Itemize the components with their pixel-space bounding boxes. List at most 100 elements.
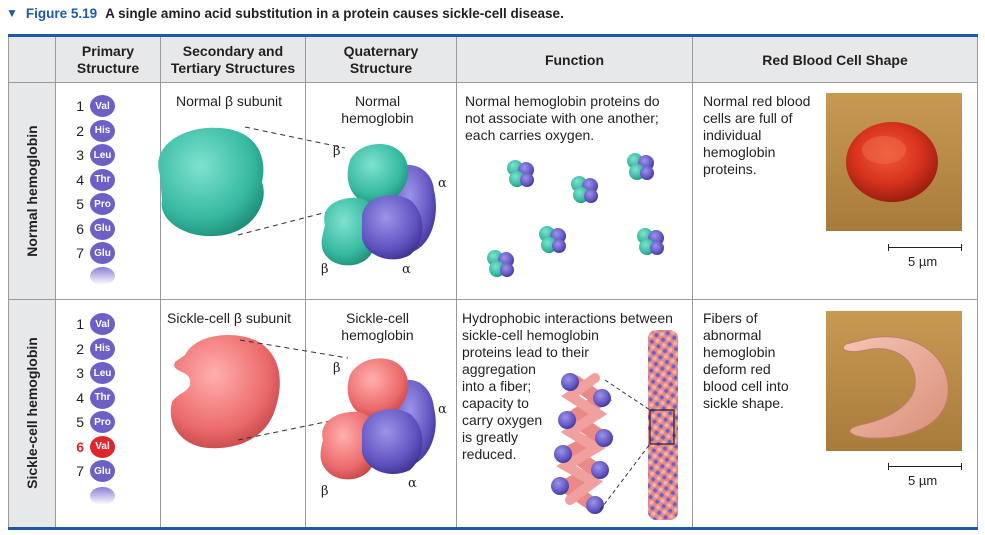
free-hemoglobin [539, 226, 566, 253]
sickle-subunit-label: Sickle-cell β subunit [167, 310, 291, 326]
sickle-rbc-cell [842, 336, 949, 439]
residue-number: 2 [76, 122, 84, 139]
row-divider [9, 299, 977, 300]
sickle-beta-shape [347, 358, 409, 419]
free-hemoglobin [507, 160, 534, 187]
residue-number: 4 [76, 171, 84, 188]
free-hemoglobin [637, 228, 664, 255]
sickle-shape-text: Fibers of abnormal hemoglobin deform red… [703, 310, 789, 411]
column-divider [55, 83, 56, 527]
residue-number: 3 [76, 147, 84, 164]
residue-bead: Glu [90, 242, 115, 265]
hemoglobin-aggregate [551, 373, 614, 514]
header-function: Function [456, 37, 692, 83]
residue-mutated: 6 Val [72, 435, 122, 460]
beta-label: β [321, 484, 329, 499]
zoom-line [237, 339, 349, 441]
alpha-subunit-shape [362, 195, 423, 260]
residue-number: 3 [76, 365, 84, 382]
residue-bead: Glu [90, 217, 115, 240]
residue: 5 Pro [72, 410, 122, 435]
normal-function-text: Normal hemoglobin proteins do not associ… [465, 93, 660, 143]
residue-number: 1 [76, 98, 84, 115]
residue: 7 Glu [72, 459, 122, 484]
residue-bead: Thr [90, 168, 115, 191]
alpha-label: α [408, 476, 417, 491]
residue: 1 Val [72, 94, 122, 119]
header-quaternary: Quaternary Structure [305, 37, 456, 83]
residue: 6 Glu [72, 217, 122, 242]
residue-bead-mutated: Val [90, 435, 115, 458]
bottom-rule [8, 527, 978, 530]
top-rule [8, 34, 978, 37]
sequence-continuation-bead [90, 267, 115, 285]
figure-caption: A single amino acid substitution in a pr… [105, 5, 564, 21]
sickle-quaternary-label: Sickle-cell hemoglobin [341, 310, 414, 343]
residue: 4 Thr [72, 168, 122, 193]
normal-shape-text: Normal red blood cells are full of indiv… [703, 93, 811, 177]
residue-number: 5 [76, 196, 84, 213]
beta-label: β [321, 262, 329, 277]
sickle-fiber [648, 330, 678, 520]
residue-number: 2 [76, 340, 84, 357]
residue-bead: Leu [90, 144, 115, 167]
residue: 3 Leu [72, 143, 122, 168]
zoom-line [599, 379, 651, 511]
residue: 4 Thr [72, 386, 122, 411]
scale-label: 5 µm [908, 254, 938, 269]
residue-number: 1 [76, 316, 84, 333]
residue-bead: Val [90, 95, 115, 118]
figure-label: Figure 5.19 [25, 5, 98, 21]
free-hemoglobin [487, 250, 514, 277]
sequence-continuation-bead [90, 487, 115, 505]
residue-bead: His [90, 337, 115, 360]
row-label-bg-normal [9, 83, 55, 299]
sickle-beta-subunit-shape [170, 335, 280, 449]
residue: 7 Glu [72, 241, 122, 266]
column-divider [305, 83, 306, 527]
figure-table: Primary Structure Secondary and Tertiary… [8, 37, 978, 527]
residue: 1 Val [72, 312, 122, 337]
alpha-label: α [402, 262, 411, 277]
column-divider [160, 83, 161, 527]
scale-bar [888, 463, 962, 470]
normal-subunit-label: Normal β subunit [175, 93, 283, 109]
residue-bead: Pro [90, 411, 115, 434]
residue-number: 4 [76, 389, 84, 406]
row-label-bg-sickle [9, 300, 55, 527]
zoom-line [237, 126, 346, 236]
residue-bead: Leu [90, 362, 115, 385]
residue: 5 Pro [72, 192, 122, 217]
beta-label: β [333, 361, 341, 376]
free-hemoglobin [571, 176, 598, 203]
beta-label: β [333, 144, 341, 159]
fiber-zoom-box [649, 409, 675, 445]
residue-bead: Thr [90, 386, 115, 409]
header-secondary: Secondary and Tertiary Structures [160, 37, 305, 83]
header-primary: Primary Structure [55, 37, 160, 83]
residue-bead: His [90, 119, 115, 142]
free-hemoglobin [627, 153, 654, 180]
collapse-chevron-icon[interactable]: ▼ [6, 6, 18, 20]
residue-number: 6 [76, 438, 84, 455]
alpha-label: α [438, 176, 447, 191]
scale-label: 5 µm [908, 473, 938, 488]
residue-bead: Val [90, 313, 115, 336]
beta-subunit-shape [347, 143, 409, 205]
scale-bar [888, 244, 962, 251]
residue: 3 Leu [72, 361, 122, 386]
normal-quaternary-label: Normal hemoglobin [341, 93, 414, 126]
residue-number: 7 [76, 463, 84, 480]
residue-number: 6 [76, 220, 84, 237]
residue-bead: Glu [90, 460, 115, 483]
residue: 2 His [72, 119, 122, 144]
residue: 2 His [72, 337, 122, 362]
residue-number: 7 [76, 245, 84, 262]
sickle-function-text: Hydrophobic interactions between sickle-… [462, 310, 673, 462]
column-divider [692, 83, 693, 527]
alpha-label: α [438, 402, 447, 417]
header-row: Primary Structure Secondary and Tertiary… [9, 37, 977, 83]
figure-title: ▼ Figure 5.19 A single amino acid substi… [6, 3, 564, 23]
sequence-sickle: 1 Val 2 His 3 Leu 4 Thr 5 Pro 6 Val 7 Glu [72, 312, 122, 484]
